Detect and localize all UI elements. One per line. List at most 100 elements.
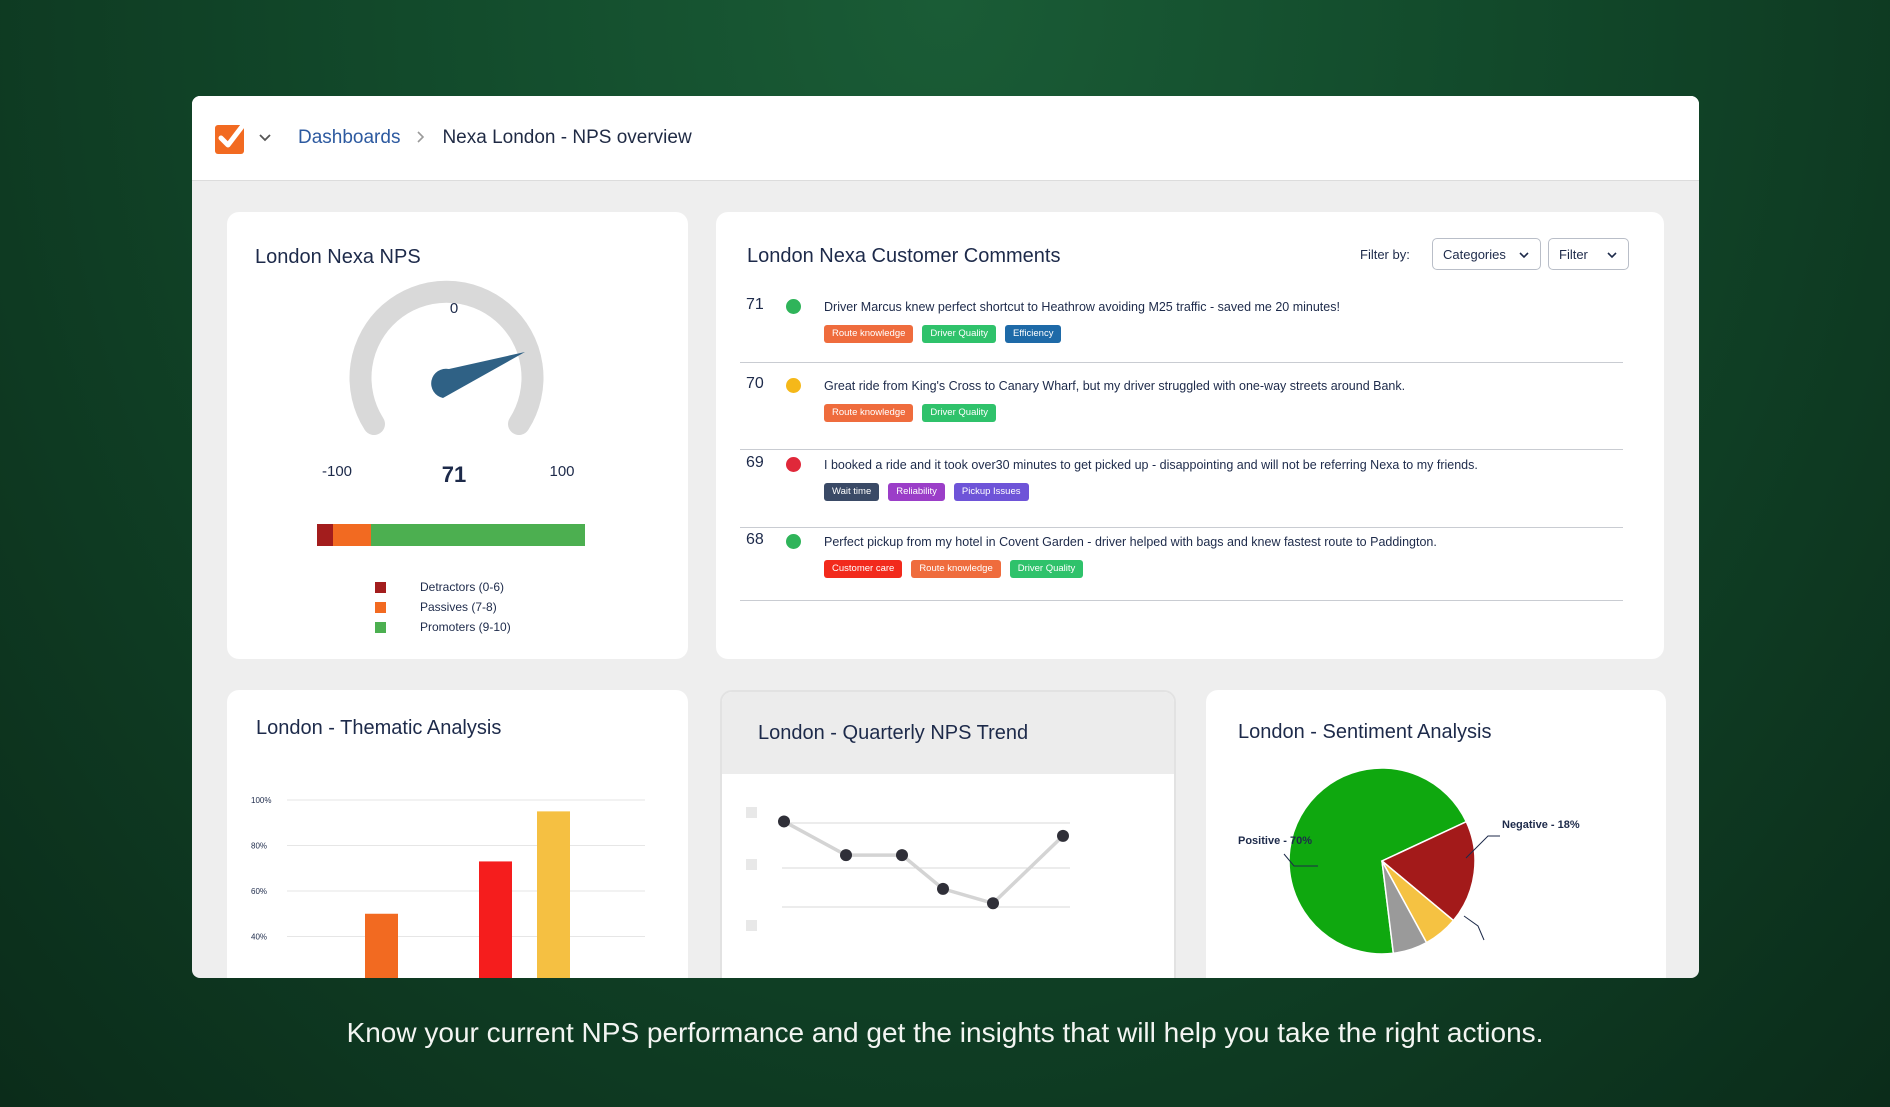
comment-text: Great ride from King's Cross to Canary W… [824, 379, 1406, 393]
y-tick-label: 80% [251, 842, 267, 851]
comment-row[interactable]: 71 Driver Marcus knew perfect shortcut to… [740, 292, 1623, 363]
filter-dropdown[interactable]: Filter [1548, 238, 1629, 270]
comment-row[interactable]: 69 I booked a ride and it took over30 min… [740, 450, 1623, 528]
gauge-needle [431, 352, 525, 398]
chevron-down-icon [1518, 247, 1530, 262]
trend-point [778, 815, 790, 828]
comments-card: London Nexa Customer Comments Filter by:… [716, 212, 1664, 659]
leader-line [1283, 853, 1318, 867]
gauge-max-label: 100 [549, 463, 574, 480]
trend-card: London - Quarterly NPS Trend [720, 690, 1176, 978]
marketing-caption: Know your current NPS performance and ge… [346, 1017, 1544, 1048]
trend-point [937, 882, 949, 895]
tag-chip[interactable]: Reliability [888, 483, 945, 501]
categories-dropdown-label: Categories [1443, 246, 1506, 262]
nps-gauge: 0 -100 100 71 [322, 280, 575, 487]
tag-chip[interactable]: Driver Quality [1009, 560, 1084, 578]
comments-card-title: London Nexa Customer Comments [747, 245, 1061, 267]
neutral-face-icon [786, 378, 801, 393]
positive-face-icon [786, 299, 801, 314]
comment-text: Perfect pickup from my hotel in Covent G… [824, 535, 1437, 549]
legend-swatch [375, 601, 386, 613]
trend-card-header [722, 692, 1174, 774]
comment-tags: Route knowledge Driver Quality [824, 404, 996, 422]
tag-chip[interactable]: Driver Quality [922, 404, 996, 422]
gauge-track [349, 280, 544, 435]
comment-tags: Route knowledge Driver Quality Efficiency [824, 325, 1062, 343]
chevron-down-icon [1606, 247, 1618, 262]
legend-item: Detractors (0-6) [375, 577, 511, 597]
distribution-segment [317, 524, 334, 546]
legend-item: Promoters (9-10) [375, 617, 511, 637]
pie-label: Negative - 18% [1502, 819, 1580, 831]
gauge-value: 71 [442, 462, 466, 487]
legend-swatch [375, 581, 386, 593]
legend-swatch [375, 621, 386, 633]
legend-label: Promoters (9-10) [420, 620, 511, 634]
tag-chip[interactable]: Pickup Issues [953, 483, 1029, 501]
y-tick-label: 40% [251, 933, 267, 942]
thematic-card-title: London - Thematic Analysis [256, 717, 502, 739]
tag-chip[interactable]: Wait time [824, 483, 880, 501]
thematic-card: London - Thematic Analysis 100% 80% 60% 40% [227, 690, 688, 978]
y-tick-label: 60% [251, 887, 267, 896]
gauge-top-label: 0 [450, 300, 458, 317]
pie-slice [1288, 767, 1468, 955]
filter-dropdown-label: Filter [1559, 246, 1588, 262]
tag-chip[interactable]: Route knowledge [911, 560, 1001, 578]
comment-row[interactable]: 70 Great ride from King's Cross to Canary… [740, 371, 1623, 450]
trend-card-title: London - Quarterly NPS Trend [758, 722, 1029, 744]
trend-point [1057, 829, 1069, 842]
leader-line [1463, 915, 1485, 941]
thematic-bar-chart: 100% 80% 60% 40% [251, 796, 645, 978]
categories-dropdown[interactable]: Categories [1432, 238, 1541, 270]
pie-slice [1380, 820, 1476, 922]
comment-text: Driver Marcus knew perfect shortcut to H… [824, 300, 1340, 314]
trend-point [987, 897, 999, 910]
legend-label: Passives (7-8) [420, 600, 497, 614]
tag-chip[interactable]: Customer care [824, 560, 903, 578]
trend-line-chart [746, 807, 1070, 931]
positive-face-icon [786, 534, 801, 549]
comment-tags: Wait time Reliability Pickup Issues [824, 483, 1029, 501]
nps-card-title: London Nexa NPS [255, 246, 421, 268]
comment-score: 70 [746, 375, 764, 392]
y-tick-placeholder [746, 859, 757, 870]
breadcrumb-dashboards-link[interactable]: Dashboards [298, 127, 401, 148]
comment-text: I booked a ride and it took over30 minut… [824, 458, 1478, 472]
leader-line [1465, 835, 1500, 859]
top-bar: Dashboards Nexa London - NPS overview [192, 96, 1699, 181]
distribution-segment [333, 524, 371, 546]
chevron-right-icon [416, 128, 426, 149]
filter-by-label: Filter by: [1360, 247, 1410, 262]
comment-row[interactable]: 68 Perfect pickup from my hotel in Covent… [740, 527, 1623, 601]
trend-line [783, 819, 1065, 906]
pie-slice [1381, 860, 1428, 955]
bar [479, 861, 512, 978]
sentiment-card-title: London - Sentiment Analysis [1238, 721, 1492, 743]
nps-card: London Nexa NPS 0 -100 100 71 Detractors… [227, 212, 688, 659]
dashboard-window: Dashboards Nexa London - NPS overview Lo… [192, 96, 1699, 978]
chevron-down-icon[interactable] [258, 130, 272, 146]
comment-score: 69 [746, 454, 764, 471]
trend-point [896, 849, 908, 862]
tag-chip[interactable]: Driver Quality [922, 325, 996, 343]
bar [365, 913, 398, 978]
comment-score: 71 [746, 296, 764, 313]
tag-chip[interactable]: Route knowledge [824, 325, 914, 343]
distribution-bar [317, 524, 585, 546]
tag-chip[interactable]: Route knowledge [824, 404, 914, 422]
trend-point [840, 849, 852, 862]
y-tick-placeholder [746, 920, 757, 931]
bar [537, 811, 570, 978]
comment-tags: Customer care Route knowledge Driver Quali… [824, 560, 1084, 578]
gauge-min-label: -100 [322, 463, 352, 480]
distribution-segment [370, 524, 585, 546]
sentiment-pie-chart: Positive - 70% Negative - 18% [1238, 767, 1580, 955]
y-tick-placeholder [746, 807, 757, 818]
legend-item: Passives (7-8) [375, 597, 511, 617]
app-logo-icon[interactable] [214, 121, 248, 155]
comment-score: 68 [746, 531, 764, 548]
tag-chip[interactable]: Efficiency [1004, 325, 1062, 343]
y-tick-label: 100% [251, 796, 271, 805]
